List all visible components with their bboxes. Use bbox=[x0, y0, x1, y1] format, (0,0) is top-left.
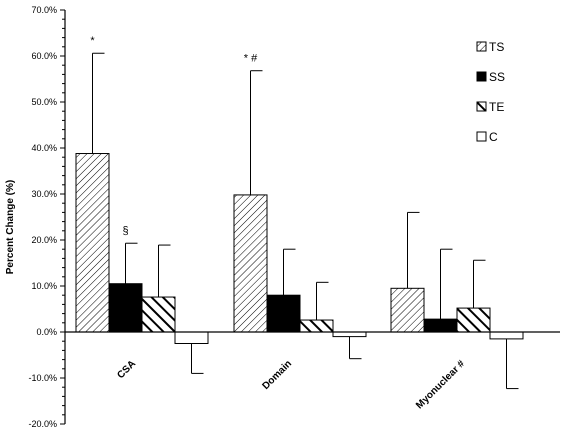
bar-ss bbox=[423, 318, 458, 333]
bar-ss bbox=[266, 294, 301, 333]
y-tick-label: 60.0% bbox=[31, 51, 57, 61]
bars bbox=[75, 153, 524, 344]
legend-label: C bbox=[489, 130, 498, 144]
x-category-label: Domain bbox=[260, 358, 294, 392]
y-tick-label: 20.0% bbox=[31, 235, 57, 245]
legend-label: SS bbox=[489, 70, 505, 84]
y-tick-label: 40.0% bbox=[31, 143, 57, 153]
bar-ts bbox=[390, 287, 425, 333]
annotations: * § * # bbox=[90, 35, 258, 237]
significance-marker: * bbox=[90, 35, 95, 47]
significance-marker: * # bbox=[244, 53, 258, 65]
y-tick-label: 10.0% bbox=[31, 281, 57, 291]
bar-c bbox=[489, 331, 524, 340]
legend-swatch-ss bbox=[476, 71, 487, 82]
x-category-label: Myonuclear # bbox=[414, 358, 467, 411]
bar-c bbox=[332, 331, 367, 338]
error-bars bbox=[92, 52, 519, 390]
y-tick-label: -20.0% bbox=[28, 419, 57, 429]
bar-te bbox=[456, 307, 491, 333]
significance-marker: § bbox=[122, 225, 128, 237]
legend-label: TE bbox=[489, 100, 504, 114]
y-tick-label: 70.0% bbox=[31, 5, 57, 15]
axes bbox=[60, 9, 560, 425]
legend-label: TS bbox=[489, 40, 504, 54]
bar-ts bbox=[233, 194, 268, 333]
y-tick-label: 30.0% bbox=[31, 189, 57, 199]
y-axis-title: Percent Change (%) bbox=[5, 180, 16, 274]
bar-te bbox=[299, 319, 334, 333]
x-category-label: CSA bbox=[115, 358, 138, 381]
bar-ss bbox=[108, 283, 143, 333]
legend-swatch-ts bbox=[476, 41, 487, 52]
legend-swatch-te bbox=[476, 101, 487, 112]
legend-swatch-c bbox=[476, 131, 487, 142]
y-tick-label: -10.0% bbox=[28, 373, 57, 383]
bar-c bbox=[174, 331, 209, 344]
legend: TS SS TE C bbox=[476, 40, 505, 144]
y-tick-label: 0.0% bbox=[36, 327, 57, 337]
bar-te bbox=[141, 296, 176, 333]
y-tick-label: 50.0% bbox=[31, 97, 57, 107]
bar-ts bbox=[75, 153, 110, 333]
